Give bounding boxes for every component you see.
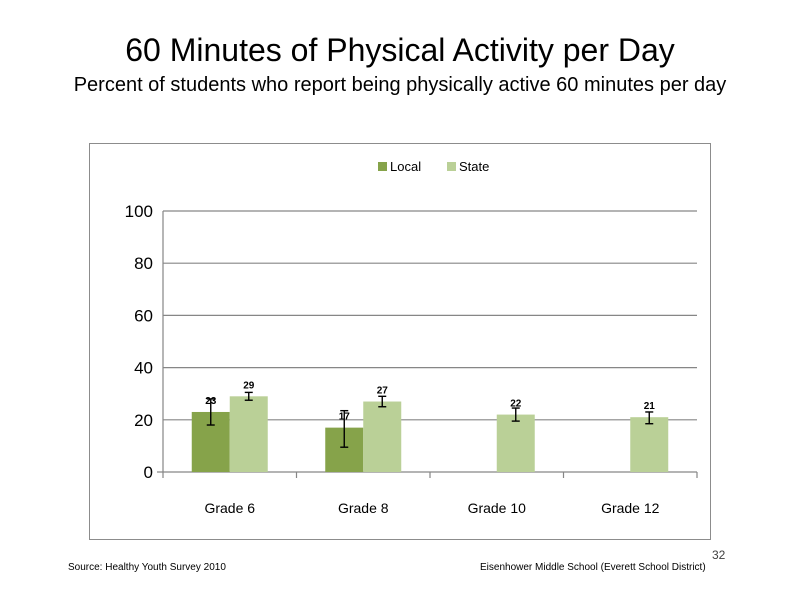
y-tick-label: 60 <box>134 306 153 325</box>
data-label: 23 <box>205 396 217 407</box>
footer-school: Eisenhower Middle School (Everett School… <box>480 562 706 573</box>
legend-swatch-local <box>378 162 387 171</box>
x-tick-label: Grade 8 <box>338 500 389 516</box>
data-label: 27 <box>377 386 389 397</box>
legend-label-local: Local <box>390 159 421 174</box>
slide-subtitle: Percent of students who report being phy… <box>73 74 727 96</box>
x-tick-label: Grade 10 <box>468 500 527 516</box>
legend-swatch-state <box>447 162 456 171</box>
data-label: 22 <box>510 399 522 410</box>
data-label: 17 <box>339 412 351 423</box>
y-tick-label: 100 <box>125 202 153 221</box>
footer-source: Source: Healthy Youth Survey 2010 <box>68 562 226 573</box>
bar-state <box>496 414 535 472</box>
bar-state <box>229 396 268 472</box>
chart-frame: 0 20 40 60 80 100 Grade 6 Grade 8 Grade 10 Grade … <box>89 143 711 540</box>
x-tick-label: Grade 12 <box>601 500 660 516</box>
y-tick-label: 40 <box>134 359 153 378</box>
x-tick-label: Grade 6 <box>204 500 255 516</box>
data-label: 29 <box>243 380 255 391</box>
y-tick-label: 20 <box>134 411 153 430</box>
bar-chart: 0 20 40 60 80 100 Grade 6 Grade 8 Grade 10 Grade … <box>125 159 698 516</box>
bar-state <box>363 401 402 472</box>
y-tick-label: 80 <box>134 254 153 273</box>
data-label: 21 <box>644 401 656 412</box>
slide-title: 60 Minutes of Physical Activity per Day <box>125 32 675 68</box>
bar-state <box>630 417 669 472</box>
legend-label-state: State <box>459 159 489 174</box>
y-tick-label: 0 <box>144 463 153 482</box>
page-number: 32 <box>712 548 726 562</box>
